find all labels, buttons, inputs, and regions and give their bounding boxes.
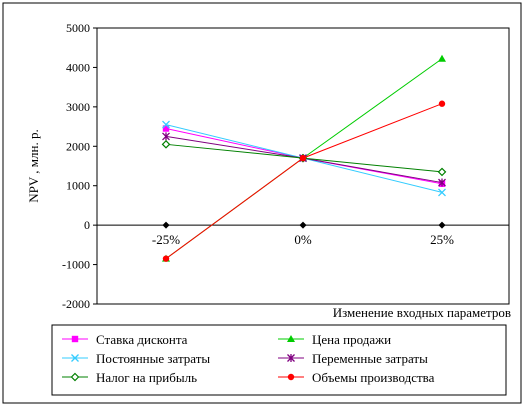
x-axis-point-marker <box>299 221 307 229</box>
y-tick-label: 4000 <box>66 60 90 74</box>
series-group <box>161 54 447 262</box>
legend-entry: Ставка дисконта <box>62 332 188 347</box>
y-tick-label: -2000 <box>62 297 90 311</box>
x-axis-point-marker <box>162 221 170 229</box>
legend-label: Постоянные затраты <box>96 351 210 366</box>
x-ticks: -25% 0% 25% <box>152 221 454 247</box>
y-tick-label: -1000 <box>62 258 90 272</box>
data-point <box>437 167 447 177</box>
legend-marker <box>287 335 295 342</box>
x-tick-label: 25% <box>430 232 454 247</box>
data-point <box>299 154 307 162</box>
legend-entry: Объемы производства <box>278 370 435 385</box>
y-tick-label: 2000 <box>66 139 90 153</box>
legend-entry: Налог на прибыль <box>62 370 197 385</box>
y-tick-label: 1000 <box>66 179 90 193</box>
data-point <box>438 178 446 187</box>
x-axis-point-marker <box>438 221 446 229</box>
data-point <box>162 255 170 262</box>
data-point <box>438 188 446 197</box>
legend: Ставка дисконта Цена продажи Постоянные за… <box>51 324 507 396</box>
y-ticks: -2000 -1000 0 1000 2000 3000 4000 5000 <box>62 21 97 311</box>
legend-label: Цена продажи <box>312 332 391 347</box>
legend-entry: Переменные затраты <box>278 351 428 366</box>
legend-label: Переменные затраты <box>312 351 428 366</box>
series-5 <box>162 100 446 262</box>
data-point <box>161 139 171 149</box>
data-point <box>438 100 446 107</box>
data-point <box>162 132 170 141</box>
legend-label: Ставка дисконта <box>96 332 188 347</box>
y-tick-label: 3000 <box>66 100 90 114</box>
legend-label: Объемы производства <box>312 370 435 385</box>
legend-label: Налог на прибыль <box>96 370 197 385</box>
y-tick-label: 0 <box>84 218 90 232</box>
y-tick-label: 5000 <box>66 21 90 35</box>
legend-marker <box>71 354 79 362</box>
x-tick-label: 0% <box>294 232 312 247</box>
legend-marker <box>287 354 295 362</box>
data-point <box>162 120 170 129</box>
legend-marker <box>71 335 79 343</box>
data-point <box>438 54 446 62</box>
legend-entry: Цена продажи <box>278 332 391 347</box>
data-point <box>162 125 170 132</box>
legend-marker <box>70 372 80 382</box>
x-axis-label: Изменение входных параметров <box>333 305 511 320</box>
x-tick-label: -25% <box>152 232 180 247</box>
legend-box <box>51 324 507 396</box>
legend-entry: Постоянные затраты <box>62 351 210 366</box>
y-axis-label: NPV , млн. р. <box>26 129 41 202</box>
legend-marker <box>287 373 295 381</box>
